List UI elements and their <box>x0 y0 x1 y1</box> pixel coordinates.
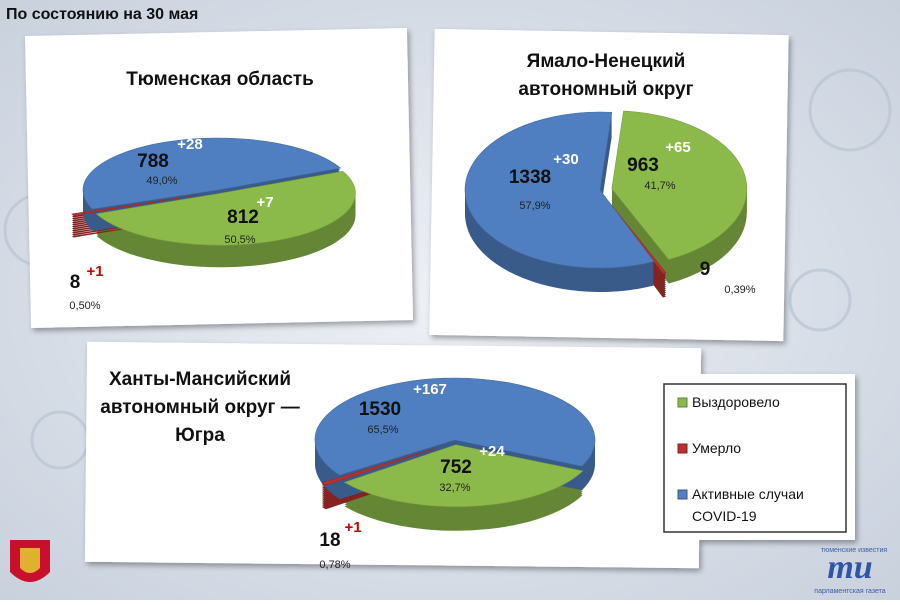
increment-label: +7 <box>256 194 273 211</box>
slice <box>464 111 655 269</box>
legend-swatch <box>677 443 688 454</box>
increment-label: +1 <box>86 263 103 280</box>
count-label: 752 <box>440 457 472 478</box>
increment-label: +167 <box>413 381 447 398</box>
percent-label: 0,39% <box>724 284 755 296</box>
count-label: 1530 <box>359 399 401 420</box>
legend-box <box>655 374 855 540</box>
slice <box>321 447 438 486</box>
legend-frame <box>663 383 847 533</box>
legend-entry: Активные случаи COVID-19 <box>692 486 804 524</box>
count-label: 8 <box>70 272 81 293</box>
increment-label: +30 <box>553 151 578 168</box>
percent-label: 65,5% <box>367 424 398 436</box>
logo-bottom: парламентская газета <box>814 588 885 595</box>
chart-title: Ханты-Мансийский <box>109 369 291 390</box>
percent-label: 41,7% <box>644 180 675 192</box>
chart-title: Югра <box>175 425 225 446</box>
percent-label: 49,0% <box>146 175 177 187</box>
count-label: 788 <box>137 151 169 172</box>
increment-label: +1 <box>344 519 361 536</box>
legend-label: Активные случаи COVID-19 <box>692 486 804 524</box>
slice <box>314 377 596 476</box>
count-label: 18 <box>319 530 340 551</box>
percent-label: 32,7% <box>439 482 470 494</box>
increment-label: +28 <box>177 136 202 153</box>
chart-title: автономный округ — <box>100 397 299 418</box>
legend-label: Выздоровело <box>692 394 780 410</box>
legend-swatch <box>677 489 688 500</box>
slice <box>95 170 356 246</box>
legend-label: Умерло <box>692 440 742 456</box>
header: По состоянию на 30 мая <box>6 6 198 23</box>
slice <box>82 137 342 210</box>
chart-title: Тюменская область <box>126 69 314 90</box>
percent-label: 50,5% <box>224 234 255 246</box>
count-label: 812 <box>227 207 259 228</box>
count-label: 1338 <box>509 167 551 188</box>
slice <box>611 110 748 260</box>
percent-label: 0,50% <box>69 300 100 312</box>
percent-label: 57,9% <box>519 200 550 212</box>
slice <box>343 444 584 508</box>
logo-mark: ти <box>827 549 872 586</box>
percent-label: 0,78% <box>319 559 350 571</box>
legend-entry: Умерло <box>692 440 742 456</box>
legend-swatch <box>677 397 688 408</box>
count-label: 9 <box>700 259 711 280</box>
increment-label: +24 <box>479 443 505 460</box>
logo-top: тюменские известия <box>821 547 888 554</box>
pie <box>71 137 356 268</box>
count-label: 963 <box>627 155 659 176</box>
chart-title: автономный округ <box>518 79 693 100</box>
chart-title: Ямало-Ненецкий <box>527 51 686 72</box>
slice <box>71 194 198 216</box>
coat-of-arms <box>10 540 50 582</box>
pie <box>464 110 748 298</box>
pie <box>314 377 596 531</box>
legend-entry: Выздоровело <box>692 394 780 410</box>
slice <box>608 201 667 274</box>
increment-label: +65 <box>665 139 690 156</box>
